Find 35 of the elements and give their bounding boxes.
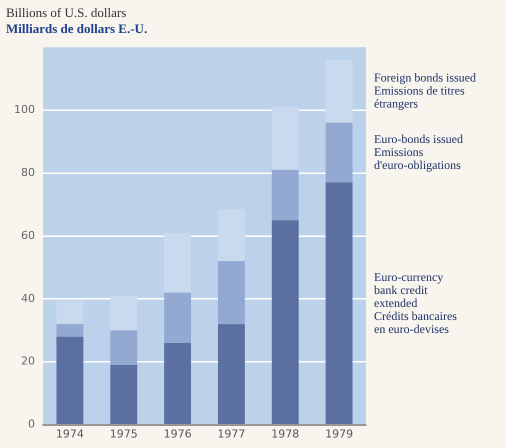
- bar: [272, 220, 299, 424]
- x-tick-label: 1978: [271, 427, 300, 440]
- bar: [326, 122, 353, 183]
- series-label: Euro-bonds issued Emissions d'euro-obligations: [374, 132, 463, 172]
- bar: [110, 330, 138, 366]
- x-tick-label: 1974: [56, 427, 84, 440]
- bar: [164, 342, 192, 424]
- x-tick-label: 1976: [164, 427, 192, 440]
- y-tick-label: 80: [20, 166, 35, 179]
- bar: [218, 209, 245, 262]
- series-label: Foreign bonds issued Emissions de titres étrangers: [374, 70, 476, 110]
- y-tick-label: 40: [20, 292, 35, 305]
- bar: [272, 106, 299, 170]
- bar: [56, 300, 84, 324]
- bar: [218, 261, 245, 324]
- bar: [326, 60, 353, 123]
- bar: [272, 170, 299, 220]
- bar: [110, 365, 138, 424]
- bar: [164, 292, 192, 343]
- x-tick-label: 1979: [325, 427, 354, 440]
- bar: [164, 232, 192, 293]
- bar: [56, 324, 84, 337]
- chart-title: Billions of U.S. dollars: [6, 5, 126, 20]
- y-tick-label: 0: [28, 418, 35, 431]
- y-tick-label: 100: [14, 102, 35, 116]
- x-tick-label: 1977: [217, 427, 246, 440]
- bar: [110, 296, 138, 330]
- bar: [218, 324, 245, 424]
- x-tick-label: 1975: [110, 427, 138, 440]
- y-tick-label: 20: [20, 354, 35, 368]
- series-label: Euro-currency bank credit extended Crédits bancaires en euro-devises: [374, 270, 458, 336]
- bar: [326, 182, 353, 424]
- chart-subtitle: Milliards de dollars E.-U.: [6, 20, 148, 36]
- bar: [56, 336, 84, 424]
- y-tick-label: 60: [20, 228, 35, 242]
